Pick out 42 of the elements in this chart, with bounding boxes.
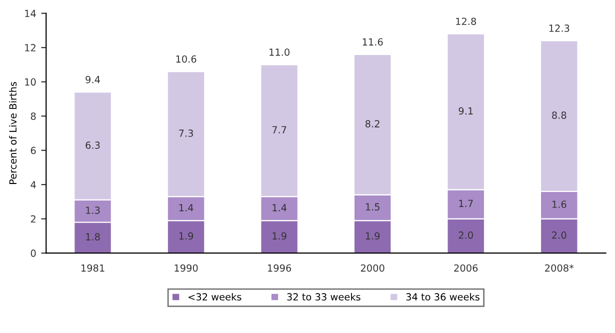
data-label: 1.5 [366,203,380,211]
legend-label: 34 to 36 weeks [406,293,480,301]
data-label: 6.3 [86,142,100,149]
y-tick-label: 10 [25,78,36,86]
legend-label: <32 weeks [188,293,242,301]
y-tick-label: 4 [30,181,36,188]
data-label: 1.4 [272,204,286,212]
y-axis-title: Percent of Live Births [9,82,17,184]
data-label: 9.1 [458,107,473,115]
total-label: 12.3 [549,24,570,32]
legend-label: 32 to 33 weeks [287,293,360,301]
data-label: 1.9 [366,232,380,240]
data-label: 2.0 [458,231,473,239]
x-tick-label: 2006 [454,264,478,272]
y-tick-label: 6 [30,146,36,154]
total-label: 10.6 [176,55,196,63]
total-label: 11.0 [270,48,290,56]
data-label: 1.3 [86,206,100,214]
data-label: 1.7 [459,200,473,207]
x-tick-label: 1990 [174,264,198,272]
y-tick-label: 0 [30,250,36,257]
data-label: 8.2 [366,120,380,128]
data-label: 7.3 [179,130,193,137]
data-label: 1.9 [272,232,286,240]
total-label: 9.4 [86,76,100,84]
x-tick-label: 2000 [360,264,384,272]
data-label: 1.8 [86,233,100,240]
y-tick-label: 8 [30,112,36,120]
y-tick-label: 2 [30,215,36,223]
data-label: 7.7 [272,126,286,134]
data-label: 1.4 [179,204,194,212]
data-label: 8.8 [552,112,566,119]
x-tick-label: 1996 [268,264,292,272]
data-label: 2.0 [552,231,566,239]
data-label: 1.9 [179,232,194,240]
total-label: 12.8 [456,18,476,26]
y-tick-label: 12 [25,44,36,52]
x-tick-label: 1981 [81,264,104,272]
x-tick-label: 2008* [545,264,574,272]
total-label: 11.6 [362,38,383,46]
y-tick-label: 14 [25,10,36,18]
data-label: 1.6 [552,200,566,208]
